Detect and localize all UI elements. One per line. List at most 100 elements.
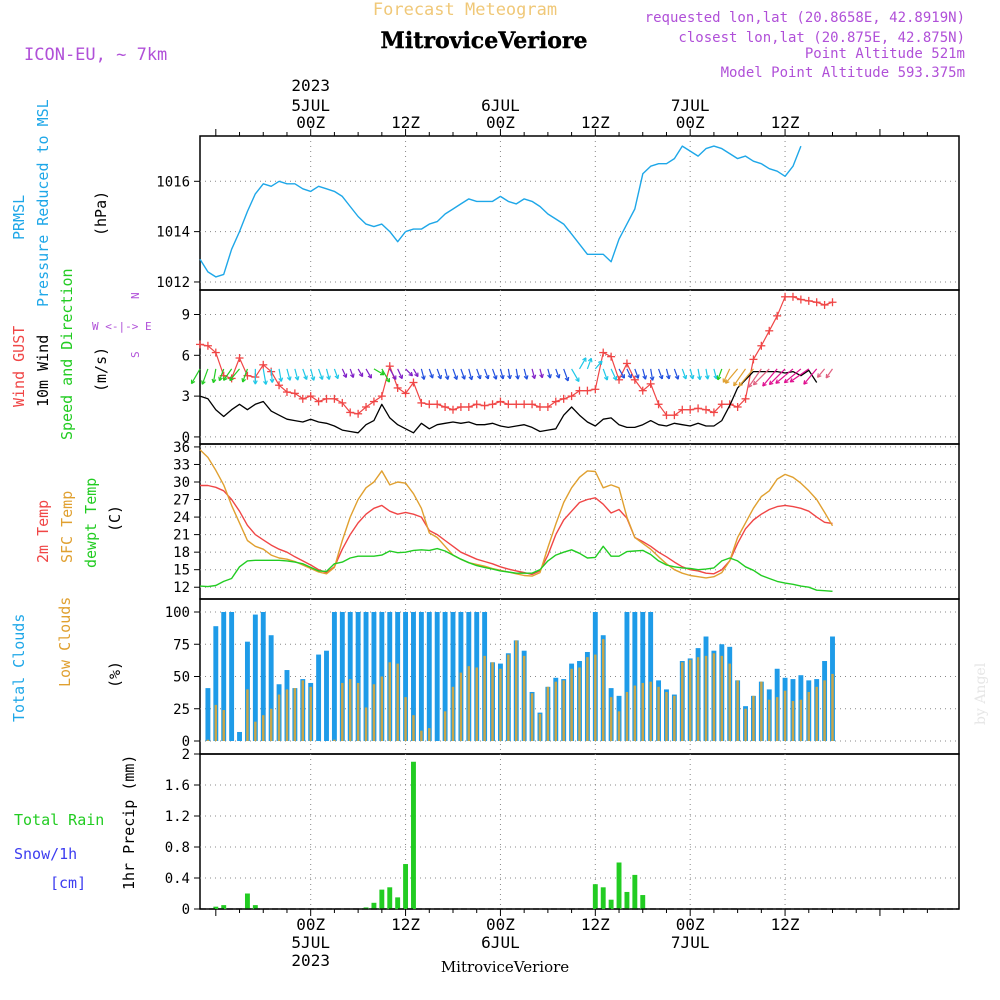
wind-arrow xyxy=(769,368,786,385)
gust-line xyxy=(199,296,833,416)
wind-arrow xyxy=(817,368,826,378)
low-cloud-bar xyxy=(633,685,637,741)
wind-arrow-head xyxy=(762,384,767,387)
wind-arrow xyxy=(752,368,770,386)
low-cloud-bar xyxy=(736,680,739,741)
requested-coords: requested lon,lat (20.8658E, 42.8919N) xyxy=(645,10,965,26)
wind-arrow-head xyxy=(733,383,738,387)
wind-arrow xyxy=(626,368,632,379)
total-cloud-bar xyxy=(260,612,266,741)
wind-arrow xyxy=(325,368,330,380)
wind-arrow-head xyxy=(306,375,308,380)
low-cloud-bar xyxy=(641,682,644,741)
low-cloud-bar xyxy=(554,681,558,741)
wind-arrow xyxy=(499,368,504,380)
low-cloud-bar xyxy=(380,676,384,741)
wind-arrow xyxy=(444,368,449,380)
low-cloud-bar xyxy=(601,639,605,741)
wind-arrow-head xyxy=(644,375,648,380)
wind-arrow xyxy=(681,368,687,380)
wind-arrow xyxy=(218,368,225,381)
rain-bar xyxy=(221,905,227,909)
low-cloud-bar xyxy=(617,711,621,741)
wind-arrow-head xyxy=(265,380,268,385)
wind-arrow xyxy=(515,368,519,380)
wind-arrow-head xyxy=(677,375,680,380)
wind-arrow xyxy=(650,368,654,381)
cloud-unit: (%) xyxy=(106,661,124,688)
dewpt-line xyxy=(199,545,833,592)
pressure-label-1: PRMSL xyxy=(10,195,28,240)
wind-arrow xyxy=(689,368,694,380)
low-cloud-bar xyxy=(649,681,652,741)
low-cloud-bar xyxy=(254,721,257,741)
top-time-label: 00Z xyxy=(296,113,325,132)
wind-arrow-head xyxy=(582,357,587,361)
pressure-line xyxy=(199,145,802,278)
pressure-unit: (hPa) xyxy=(92,191,110,236)
bottom-time-label: 5JUL xyxy=(291,933,330,952)
wind-arrow xyxy=(286,368,291,381)
low-cloud-bar xyxy=(428,728,431,741)
low-cloud-bar xyxy=(696,657,700,741)
wind-arrow xyxy=(397,368,403,379)
wind-arrow xyxy=(657,368,663,380)
wind-label-10m: 10m Wind xyxy=(34,335,52,407)
total-cloud-bar xyxy=(632,612,638,741)
y-tick-label: 27 xyxy=(173,493,190,509)
wind-arrow xyxy=(201,368,209,385)
subtitle: Forecast Meteogram xyxy=(373,0,557,20)
wind-arrow-head xyxy=(321,375,324,380)
low-cloud-bar xyxy=(333,739,336,741)
wind-arrow-head xyxy=(223,378,228,381)
y-tick-label: 12 xyxy=(173,580,190,596)
y-tick-label: 15 xyxy=(173,563,190,579)
bottom-time-label: 00Z xyxy=(296,915,325,934)
wind-arrow-head xyxy=(668,374,671,380)
low-cloud-bar xyxy=(467,666,471,741)
low-cloud-bar xyxy=(783,690,787,741)
wind-arrow xyxy=(420,368,425,380)
low-cloud-bar xyxy=(293,688,297,741)
wind-arrow-head xyxy=(509,374,512,380)
wind-arrow-head xyxy=(328,375,331,380)
wind-arrow xyxy=(697,368,701,380)
sfc-temp-line xyxy=(199,449,834,579)
low-cloud-bar xyxy=(688,659,692,741)
low-cloud-bar xyxy=(507,654,510,741)
wind-arrow xyxy=(381,368,390,383)
wind-arrow-head xyxy=(271,378,275,383)
wind-arrow xyxy=(223,368,233,381)
low-cloud-bar xyxy=(752,695,755,741)
wind-arrow-head xyxy=(410,371,414,376)
location-title: MitroviceVeriore xyxy=(381,28,588,54)
low-cloud-bar xyxy=(301,680,305,741)
wind-label-gust: Wind GUST xyxy=(10,326,28,407)
wind-arrow-head xyxy=(803,382,808,385)
rain-bar xyxy=(632,874,638,909)
total-cloud-bar xyxy=(221,612,227,741)
top-time-label: 00Z xyxy=(486,113,515,132)
bottom-time-label: 12Z xyxy=(771,915,800,934)
temp-unit: (C) xyxy=(106,505,124,532)
wind10m-line xyxy=(199,369,818,434)
wind-arrow xyxy=(333,368,339,379)
rain-bar xyxy=(616,862,622,909)
wind-arrow-head xyxy=(769,382,774,386)
low-cloud-bar xyxy=(768,699,771,741)
wind-arrow xyxy=(531,368,536,379)
wind-arrow xyxy=(484,368,489,380)
wind-arrow xyxy=(784,368,802,384)
low-cloud-bar xyxy=(388,662,391,741)
pressure-label-2: Pressure Reduced to MSL xyxy=(34,99,52,307)
bottom-time-label: 7JUL xyxy=(671,933,710,952)
point-altitude: Point Altitude 521m xyxy=(805,46,965,62)
low-cloud-bar xyxy=(356,682,360,741)
wind-arrow xyxy=(476,368,481,380)
precip-panel xyxy=(199,753,960,910)
top-time-label: 5JUL xyxy=(291,96,330,115)
precip-unit: 1hr Precip (mm) xyxy=(120,755,138,890)
wind-arrow xyxy=(278,368,282,382)
wind-arrow-head xyxy=(587,357,592,362)
wind-arrow-head xyxy=(440,374,443,380)
